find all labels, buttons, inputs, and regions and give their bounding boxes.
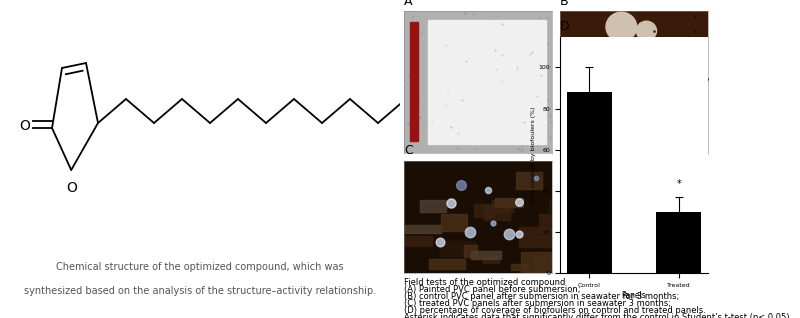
Circle shape: [666, 114, 686, 133]
Y-axis label: Area covered by biofoulers (%): Area covered by biofoulers (%): [531, 106, 536, 204]
Text: Field tests of the optimized compound: Field tests of the optimized compound: [404, 278, 566, 287]
Bar: [421, 200, 446, 212]
Bar: [429, 259, 465, 269]
Bar: [428, 20, 546, 144]
Circle shape: [598, 63, 616, 80]
Text: A: A: [404, 0, 413, 8]
Circle shape: [645, 67, 679, 100]
Text: D: D: [560, 20, 570, 33]
Bar: [522, 252, 551, 272]
Circle shape: [666, 42, 685, 61]
X-axis label: Panels: Panels: [622, 291, 646, 300]
Circle shape: [567, 46, 591, 70]
Bar: [539, 214, 554, 232]
Circle shape: [583, 76, 626, 116]
Circle shape: [641, 86, 663, 107]
Bar: [511, 264, 527, 270]
Bar: [492, 200, 513, 212]
Text: B: B: [560, 0, 569, 8]
Text: (A) Painted PVC panel before submersion;: (A) Painted PVC panel before submersion;: [404, 285, 581, 294]
Bar: [410, 23, 418, 141]
Text: Asterisk indicates data that significantly differ from the control in Student’s : Asterisk indicates data that significant…: [404, 313, 792, 318]
Bar: [474, 204, 494, 218]
Text: O: O: [66, 181, 77, 195]
Circle shape: [634, 97, 682, 143]
Bar: [550, 200, 583, 214]
Circle shape: [598, 108, 621, 131]
Circle shape: [574, 117, 598, 141]
Circle shape: [597, 59, 640, 99]
Bar: [440, 241, 475, 256]
Circle shape: [566, 52, 601, 85]
Bar: [406, 225, 441, 233]
Text: C: C: [404, 144, 413, 157]
Circle shape: [636, 21, 657, 40]
Text: (C) treated PVC panels after submersion in seawater 3 months;: (C) treated PVC panels after submersion …: [404, 299, 671, 308]
Bar: [534, 255, 563, 273]
Bar: [495, 198, 523, 207]
Circle shape: [572, 75, 600, 101]
Text: synthesized based on the analysis of the structure–activity relationship.: synthesized based on the analysis of the…: [24, 286, 376, 296]
Bar: [442, 214, 466, 231]
Bar: [471, 251, 501, 259]
Bar: [404, 236, 433, 245]
Bar: [516, 171, 542, 189]
Circle shape: [606, 12, 637, 41]
Circle shape: [642, 99, 662, 119]
Circle shape: [573, 76, 624, 125]
Bar: [657, 212, 702, 273]
Circle shape: [652, 80, 674, 101]
Circle shape: [623, 44, 648, 67]
Text: (D) percentage of coverage of biofoulers on control and treated panels.: (D) percentage of coverage of biofoulers…: [404, 306, 706, 315]
Text: (B) control PVC panel after submersion in seawater for 3 months;: (B) control PVC panel after submersion i…: [404, 292, 679, 301]
Bar: [483, 256, 498, 263]
Circle shape: [569, 38, 590, 58]
Bar: [464, 245, 477, 257]
Bar: [566, 92, 611, 273]
Bar: [519, 227, 551, 247]
Text: Chemical structure of the optimized compound, which was: Chemical structure of the optimized comp…: [56, 262, 344, 272]
Text: *: *: [677, 179, 682, 189]
Circle shape: [602, 115, 626, 138]
Text: O: O: [19, 119, 30, 133]
Bar: [484, 205, 510, 220]
Circle shape: [602, 93, 621, 111]
